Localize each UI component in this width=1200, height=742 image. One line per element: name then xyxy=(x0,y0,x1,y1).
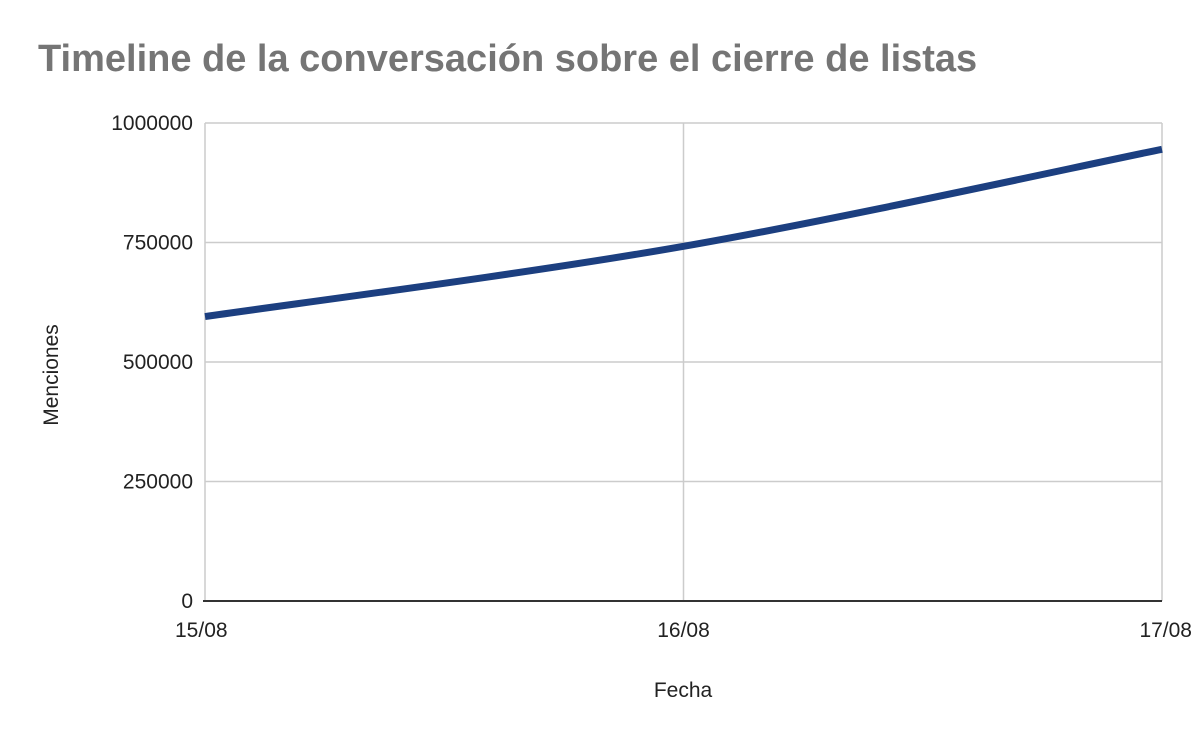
y-tick-label: 0 xyxy=(181,590,193,613)
y-tick-label: 500000 xyxy=(123,351,193,374)
y-axis-title: Menciones xyxy=(40,324,63,426)
y-tick-labels: 0 250000 500000 750000 1000000 xyxy=(111,112,193,613)
x-tick-label: 17/08 xyxy=(1139,619,1192,642)
y-tick-label: 750000 xyxy=(123,232,193,255)
x-tick-label: 15/08 xyxy=(175,619,228,642)
series-layer xyxy=(204,145,1163,321)
x-axis-title: Fecha xyxy=(654,679,713,702)
x-tick-labels: 15/08 16/08 17/08 xyxy=(175,619,1192,642)
y-tick-label: 250000 xyxy=(123,471,193,494)
series-line xyxy=(204,145,1163,321)
y-tick-label: 1000000 xyxy=(111,112,193,135)
gridlines xyxy=(203,122,1163,602)
x-tick-label: 16/08 xyxy=(657,619,710,642)
chart-title: Timeline de la conversación sobre el cie… xyxy=(38,38,978,80)
